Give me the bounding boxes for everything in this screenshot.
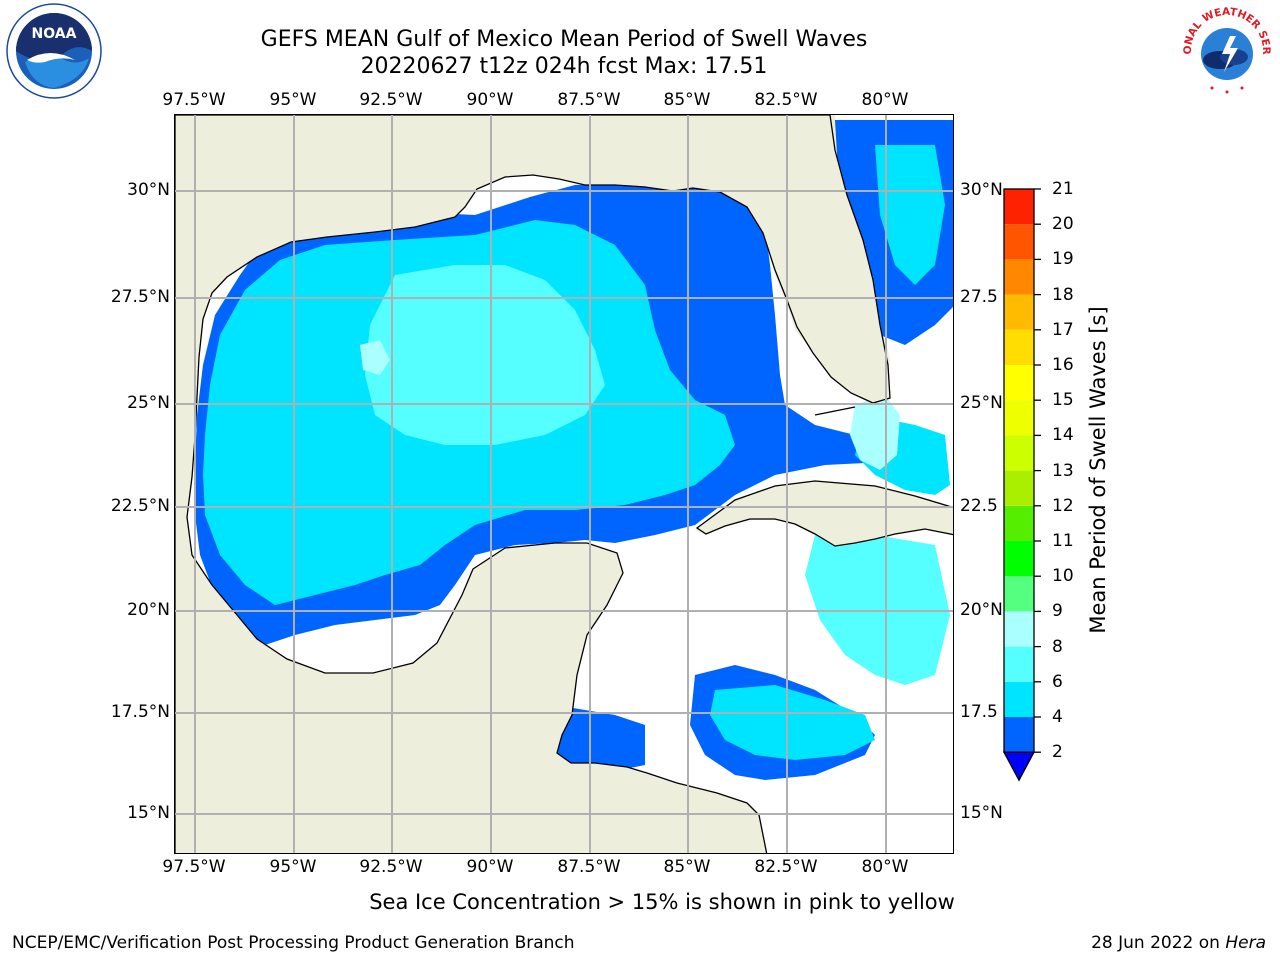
colorbar-tick-label: 12 <box>1052 495 1074 516</box>
lon-tick-label-bottom: 87.5°W <box>557 857 621 877</box>
lat-tick-label-left: 25°N <box>127 393 170 413</box>
colorbar-tick-label: 17 <box>1052 319 1074 340</box>
colorbar-segment <box>1004 681 1034 717</box>
colorbar-tick-label: 10 <box>1052 566 1074 587</box>
footnote: Sea Ice Concentration > 15% is shown in … <box>369 890 955 914</box>
colorbar-segment <box>1004 470 1034 506</box>
colorbar <box>1003 188 1041 782</box>
lat-tick-label-right: 20°N <box>960 600 1003 620</box>
lat-tick-label-right: 30°N <box>960 180 1003 200</box>
land-overlay <box>175 115 953 853</box>
colorbar-segment <box>1004 576 1034 612</box>
colorbar-tick-label: 21 <box>1052 179 1074 199</box>
nws-logo-icon: NATIONAL WEATHER SERVICE <box>1178 2 1274 98</box>
lon-tick-label-top: 97.5°W <box>162 90 226 110</box>
colorbar-segment <box>1004 189 1034 225</box>
colorbar-segment <box>1004 541 1034 577</box>
colorbar-segment <box>1004 435 1034 471</box>
lon-tick-label-top: 95°W <box>269 90 317 110</box>
coastline-gulf-north <box>175 115 891 853</box>
map-subtitle: 20220627 t12z 024h fcst Max: 17.51 <box>360 54 768 79</box>
lat-tick-label-left: 15°N <box>127 803 170 823</box>
colorbar-tick-label: 18 <box>1052 284 1074 305</box>
lat-tick-label-right: 22.5 <box>960 496 998 516</box>
colorbar-segment <box>1004 294 1034 330</box>
lon-tick-label-top: 85°W <box>663 90 711 110</box>
colorbar-segment <box>1004 505 1034 541</box>
credit-host: Hera <box>1225 933 1266 953</box>
colorbar-segment <box>1004 224 1034 260</box>
lat-tick-label-right: 17.5 <box>960 702 998 722</box>
colorbar-tick-label: 4 <box>1052 707 1063 727</box>
colorbar-tick-label: 8 <box>1052 636 1063 657</box>
colorbar-tick-label: 19 <box>1052 249 1074 270</box>
colorbar-segment <box>1004 611 1034 647</box>
colorbar-segment <box>1004 717 1034 753</box>
lat-tick-label-right: 25°N <box>960 393 1003 413</box>
colorbar-tick-label: 11 <box>1052 531 1074 551</box>
lat-tick-label-right: 27.5 <box>960 287 998 307</box>
lon-tick-label-top: 87.5°W <box>557 90 621 110</box>
colorbar-under-arrow <box>1003 751 1036 782</box>
lon-tick-label-bottom: 95°W <box>269 857 317 877</box>
swell-period-map[interactable] <box>175 115 954 854</box>
colorbar-tick-label: 20 <box>1052 214 1074 235</box>
map-panel[interactable] <box>174 114 954 854</box>
colorbar-tick-label: 15 <box>1052 390 1074 411</box>
lon-tick-label-bottom: 85°W <box>663 857 711 877</box>
colorbar-tick-label: 14 <box>1052 425 1074 446</box>
colorbar-segment <box>1004 646 1034 682</box>
colorbar-tick-label: 13 <box>1052 460 1074 481</box>
colorbar-tick-label: 9 <box>1052 601 1063 622</box>
coastline-keys <box>814 406 856 416</box>
lat-tick-label-left: 30°N <box>127 180 170 200</box>
graticule <box>175 115 953 853</box>
swell-band-8-9 <box>360 340 900 470</box>
lon-tick-label-top: 80°W <box>861 90 909 110</box>
lon-tick-label-top: 82.5°W <box>754 90 818 110</box>
lon-tick-label-bottom: 82.5°W <box>754 857 818 877</box>
colorbar-tick-label: 6 <box>1052 671 1063 692</box>
lon-tick-label-bottom: 97.5°W <box>162 857 226 877</box>
lat-tick-label-right: 15°N <box>960 803 1003 823</box>
colorbar-title: Mean Period of Swell Waves [s] <box>1086 306 1110 634</box>
noaa-logo-icon: NOAA <box>6 3 102 99</box>
colorbar-segment <box>1004 400 1034 436</box>
colorbar-segment <box>1004 329 1034 365</box>
lon-tick-label-bottom: 90°W <box>466 857 514 877</box>
credit-left: NCEP/EMC/Verification Post Processing Pr… <box>12 933 575 953</box>
colorbar-tick-label: 16 <box>1052 355 1074 375</box>
lat-tick-label-left: 22.5°N <box>110 496 170 516</box>
lon-tick-label-bottom: 92.5°W <box>359 857 423 877</box>
credit-right: 28 Jun 2022 on Hera <box>1091 933 1266 953</box>
lon-tick-label-top: 90°W <box>466 90 514 110</box>
lat-tick-label-left: 27.5°N <box>110 287 170 307</box>
colorbar-tick-label: 2 <box>1052 742 1063 763</box>
lat-tick-label-left: 20°N <box>127 600 170 620</box>
lon-tick-label-top: 92.5°W <box>359 90 423 110</box>
lon-tick-label-bottom: 80°W <box>861 857 909 877</box>
colorbar-segment <box>1004 365 1034 401</box>
lat-tick-label-left: 17.5°N <box>110 702 170 722</box>
colorbar-segment <box>1004 259 1034 295</box>
noaa-logo-text: NOAA <box>32 26 77 42</box>
credit-date: 28 Jun 2022 on <box>1091 933 1226 953</box>
map-title: GEFS MEAN Gulf of Mexico Mean Period of … <box>260 27 868 52</box>
